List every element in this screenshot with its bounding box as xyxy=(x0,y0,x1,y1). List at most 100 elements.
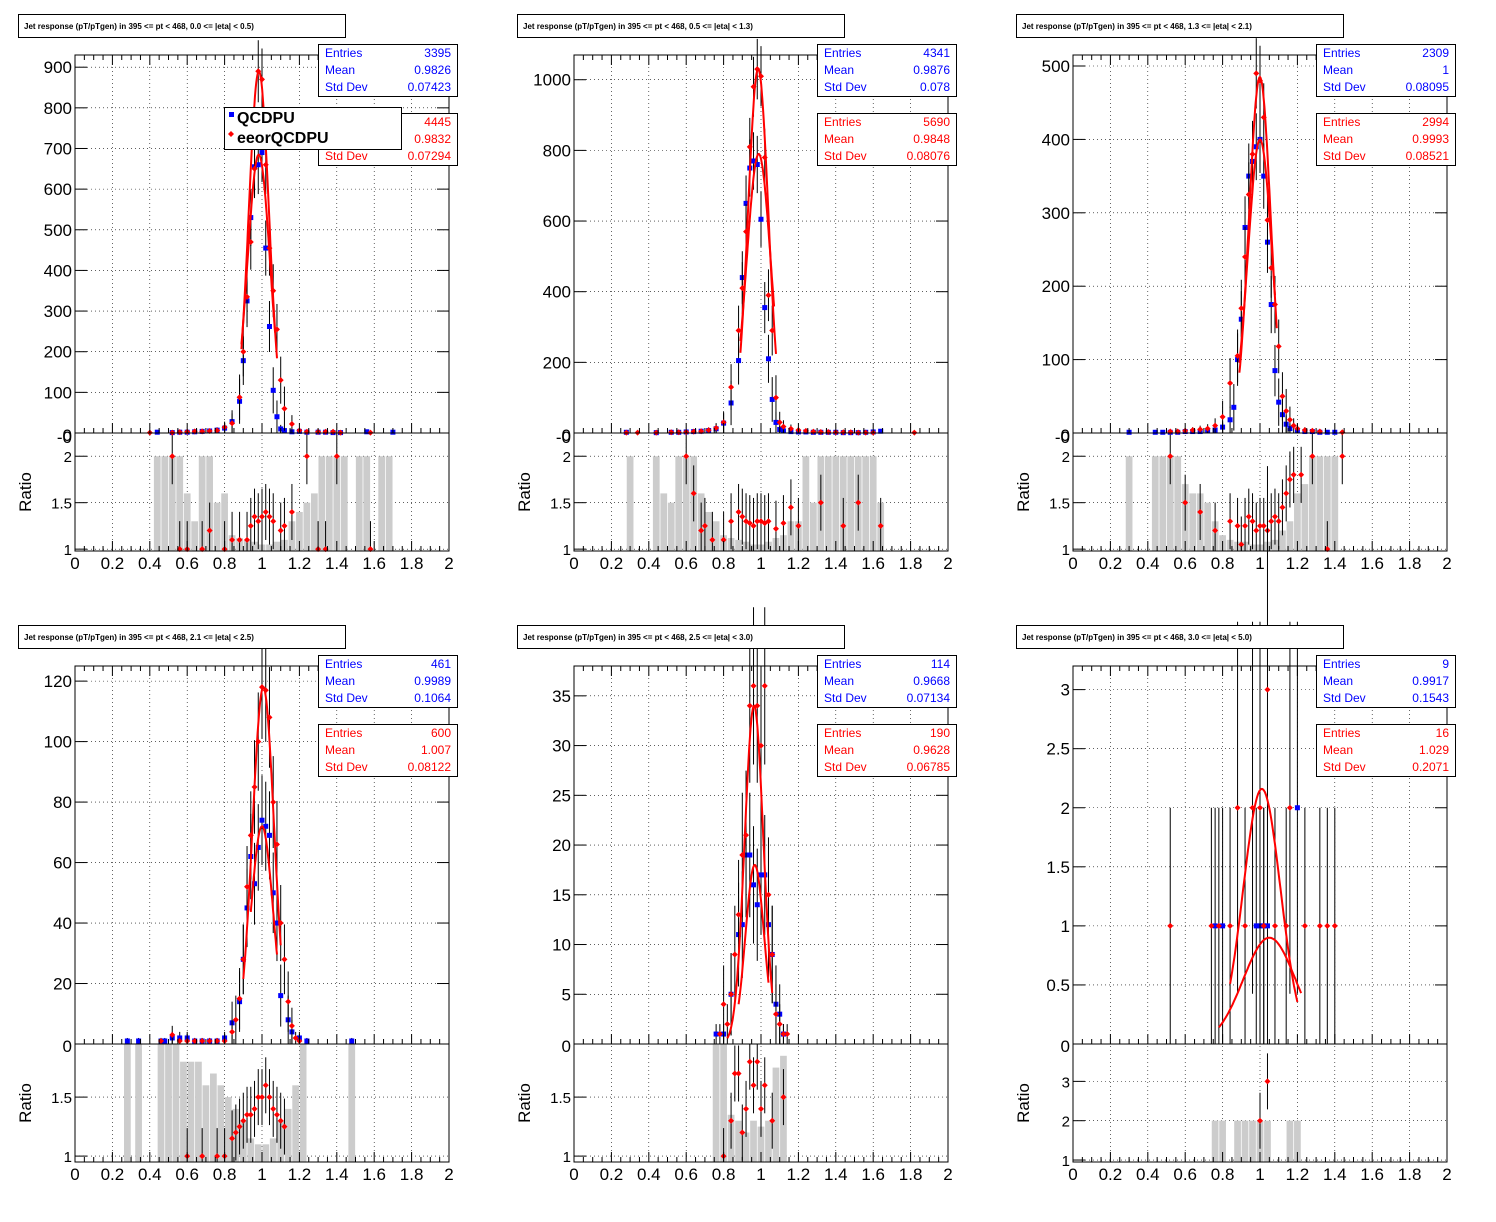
ratio-point xyxy=(281,1123,288,1130)
stats-row-stddev: Std Dev 0.08095 xyxy=(1317,79,1455,96)
point-qcdpu xyxy=(349,1038,355,1044)
point-eeorqcdpu xyxy=(705,427,712,434)
ratio-top-clip-label: -0 xyxy=(57,428,72,447)
stats-row-entries: Entries 600 xyxy=(319,725,457,742)
ratio-point xyxy=(690,490,697,497)
x-tick-label: 2 xyxy=(444,554,453,573)
ratio-band-bar xyxy=(210,1073,217,1162)
x-tick-label: 1.6 xyxy=(1360,554,1384,573)
y-tick-label: 1000 xyxy=(533,71,571,90)
point-eeorqcdpu xyxy=(1331,922,1338,929)
x-tick-label: 0.6 xyxy=(1173,554,1197,573)
fit-eeorQCDPU xyxy=(240,70,278,359)
y-tick-label: 1.5 xyxy=(1046,858,1070,877)
ratio-point xyxy=(701,522,708,529)
stats-value-entries: 190 xyxy=(929,726,950,740)
ratio-band-bar xyxy=(161,456,169,551)
ratio-point xyxy=(266,1094,273,1101)
stats-row-mean: Mean 1.007 xyxy=(319,742,457,759)
ratio-band-bar xyxy=(809,502,817,551)
y-tick-label: 200 xyxy=(543,353,571,372)
point-qcdpu xyxy=(263,823,269,829)
ratio-point xyxy=(1275,518,1282,525)
point-eeorqcdpu xyxy=(1286,416,1293,423)
stats-row-stddev: Std Dev 0.2071 xyxy=(1317,759,1455,776)
ratio-point xyxy=(1309,453,1316,460)
x-tick-label: 0.6 xyxy=(674,554,698,573)
ratio-point xyxy=(754,1058,761,1065)
ratio-band-bar xyxy=(626,456,634,551)
stats-label-entries: Entries xyxy=(325,657,363,671)
point-qcdpu xyxy=(1294,805,1300,811)
point-eeorqcdpu xyxy=(750,682,757,689)
ratio-band-bar xyxy=(1316,456,1324,551)
stats-value-stddev: 0.08521 xyxy=(1405,149,1449,163)
y-tick-label: 800 xyxy=(44,99,72,118)
point-qcdpu xyxy=(1324,429,1330,435)
point-qcdpu xyxy=(743,200,749,206)
x-tick-label: 0.2 xyxy=(101,554,125,573)
stats-value-stddev: 0.1543 xyxy=(1412,691,1449,705)
ratio-point xyxy=(1298,471,1305,478)
point-eeorqcdpu xyxy=(1227,380,1234,387)
stats-value-stddev: 0.07294 xyxy=(407,149,451,163)
ratio-band-bar xyxy=(180,1061,187,1162)
x-tick-label: 1 xyxy=(1255,1165,1264,1184)
x-tick-label: 0.4 xyxy=(1136,1165,1160,1184)
stats-value-entries: 16 xyxy=(1435,726,1449,740)
point-eeorqcdpu xyxy=(288,1022,295,1029)
ratio-band-bar xyxy=(1174,456,1182,551)
ratio-band-bar xyxy=(772,1067,780,1162)
x-tick-label: 2 xyxy=(943,554,952,573)
ratio-band-bar xyxy=(1294,1120,1301,1162)
y-tick-label: 30 xyxy=(552,737,571,756)
ratio-band-bar xyxy=(168,456,176,551)
ratio-tick-label: 1.5 xyxy=(550,1090,571,1107)
ratio-point xyxy=(1238,541,1245,548)
stats-value-entries: 600 xyxy=(430,726,451,740)
x-tick-label: 1.6 xyxy=(861,1165,885,1184)
point-eeorqcdpu xyxy=(668,429,675,436)
ratio-band-bar xyxy=(266,544,273,551)
stats-label-mean: Mean xyxy=(824,743,855,757)
stats-row-entries: Entries 16 xyxy=(1317,725,1455,742)
ratio-band-bar xyxy=(217,1085,225,1162)
y-tick-label: 80 xyxy=(53,793,72,812)
ratio-point xyxy=(236,1123,243,1130)
point-eeorqcdpu xyxy=(285,998,292,1005)
stats-label-stddev: Std Dev xyxy=(325,149,368,163)
ratio-band-bar xyxy=(1264,1120,1271,1162)
stats-value-mean: 1.007 xyxy=(420,743,451,757)
point-eeorqcdpu xyxy=(761,682,768,689)
point-qcdpu xyxy=(758,216,764,222)
ratio-band-bar xyxy=(1219,1120,1226,1162)
ratio-tick-label: 1 xyxy=(64,542,72,559)
plot-title: Jet response (pT/pTgen) in 395 <= pt < 4… xyxy=(517,625,845,649)
point-eeorqcdpu xyxy=(232,1016,239,1023)
point-eeorqcdpu xyxy=(229,420,236,427)
x-tick-label: 0.2 xyxy=(101,1165,125,1184)
y-tick-label: 0.5 xyxy=(1046,976,1070,995)
ratio-band-bar xyxy=(273,541,281,551)
x-tick-label: 1.4 xyxy=(1323,554,1347,573)
fit-eeorQCDPU xyxy=(726,704,774,1039)
ratio-axis-label: Ratio xyxy=(515,472,534,512)
ratio-point xyxy=(1268,518,1275,525)
x-tick-label: 2 xyxy=(943,1165,952,1184)
fit-QCDPU xyxy=(1218,936,1303,1029)
point-eeorqcdpu xyxy=(840,429,847,436)
stats-value-stddev: 0.2071 xyxy=(1412,760,1449,774)
point-qcdpu xyxy=(162,1038,168,1044)
point-qcdpu xyxy=(762,305,768,311)
ratio-point xyxy=(232,1129,239,1136)
stats-value-stddev: 0.07423 xyxy=(407,80,451,94)
ratio-band-bar xyxy=(195,1061,202,1162)
stats-label-entries: Entries xyxy=(1323,726,1361,740)
ratio-axis-label: Ratio xyxy=(1014,472,1033,512)
point-eeorqcdpu xyxy=(1249,804,1256,811)
point-eeorqcdpu xyxy=(1290,422,1297,429)
y-tick-label: 200 xyxy=(1042,277,1070,296)
ratio-tick-label: 2 xyxy=(563,449,571,466)
point-eeorqcdpu xyxy=(281,956,288,963)
point-eeorqcdpu xyxy=(1238,305,1245,312)
